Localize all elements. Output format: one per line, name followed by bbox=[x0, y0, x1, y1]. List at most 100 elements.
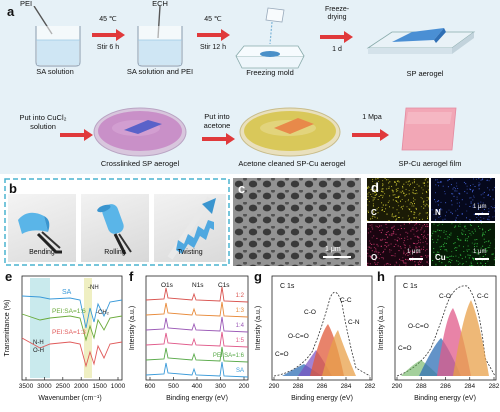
eds-dot bbox=[417, 261, 419, 263]
eds-dot bbox=[485, 248, 487, 250]
eds-dot bbox=[415, 208, 417, 210]
eds-dot bbox=[370, 255, 371, 257]
eds-dot bbox=[370, 189, 372, 190]
ftir-series-sa bbox=[21, 295, 123, 329]
eds-dot bbox=[417, 251, 419, 253]
eds-scale-o: 1 μm bbox=[407, 249, 421, 255]
eds-dot bbox=[426, 256, 428, 258]
eds-dot bbox=[381, 191, 383, 192]
eds-dot bbox=[435, 201, 437, 203]
eds-dot bbox=[372, 197, 374, 199]
eds-dot bbox=[421, 198, 423, 200]
eds-dot bbox=[395, 261, 397, 263]
eds-dot bbox=[455, 225, 457, 227]
eds-dot bbox=[455, 247, 457, 249]
eds-dot bbox=[426, 225, 428, 227]
eds-dot bbox=[382, 204, 384, 206]
eds-map-cu: Cu 1 μm bbox=[431, 223, 495, 266]
c1s-g-envelope bbox=[273, 291, 371, 377]
eds-dot bbox=[428, 197, 429, 199]
eds-dot bbox=[443, 246, 445, 248]
eds-dot bbox=[439, 230, 440, 231]
eds-map-o: O 1 μm bbox=[367, 223, 429, 266]
eds-dot bbox=[479, 256, 481, 258]
eds-dot bbox=[370, 218, 372, 220]
eds-dot bbox=[426, 243, 428, 245]
eds-dot bbox=[458, 263, 459, 265]
eds-dot bbox=[476, 249, 478, 251]
label-crosslinked: Crosslinked SP aerogel bbox=[100, 159, 180, 168]
ftir-tick-label: 1500 bbox=[92, 383, 107, 390]
eds-dot bbox=[380, 194, 382, 196]
eds-dot bbox=[394, 181, 396, 183]
eds-dot bbox=[380, 253, 381, 255]
eds-dot bbox=[423, 207, 425, 209]
ftir-highlight-band bbox=[30, 278, 50, 378]
eds-dot bbox=[372, 200, 374, 202]
eds-dot bbox=[403, 244, 405, 245]
eds-dot bbox=[464, 226, 465, 228]
xps-series-label: 1:2 bbox=[236, 293, 245, 299]
eds-dot bbox=[385, 223, 387, 225]
eds-dot bbox=[403, 192, 404, 194]
eds-dot bbox=[413, 217, 415, 218]
eds-dot bbox=[417, 236, 419, 238]
eds-dot bbox=[413, 182, 415, 184]
c1s-h-tick-label: 282 bbox=[489, 383, 500, 390]
eds-dot bbox=[392, 191, 394, 193]
eds-dot bbox=[452, 188, 454, 190]
label-acetone-cleaned: Acetone cleaned SP-Cu aerogel bbox=[238, 159, 346, 168]
dish-crosslinked bbox=[93, 107, 187, 157]
eds-dot bbox=[437, 209, 439, 211]
eds-dot bbox=[412, 182, 414, 184]
eds-dot bbox=[407, 250, 409, 252]
eds-dot bbox=[414, 193, 416, 195]
eds-dot bbox=[413, 242, 415, 244]
eds-dot bbox=[438, 211, 440, 213]
eds-dot bbox=[420, 242, 421, 244]
eds-dot bbox=[481, 260, 483, 261]
eds-dot bbox=[477, 208, 479, 210]
step3-time: 1 d bbox=[332, 46, 342, 53]
eds-dot bbox=[392, 255, 394, 257]
c1s-h-label-cc: C-C bbox=[477, 293, 489, 300]
panel-letter-f: f bbox=[129, 269, 134, 284]
eds-dot bbox=[472, 190, 473, 192]
eds-dot bbox=[459, 205, 460, 207]
c1s-h-tick-label: 288 bbox=[416, 383, 427, 390]
label-film: SP-Cu aerogel film bbox=[398, 159, 462, 168]
eds-dot bbox=[476, 253, 478, 255]
c1s-g-label-co: C-O bbox=[304, 309, 316, 316]
eds-dot bbox=[474, 242, 476, 244]
eds-dot bbox=[453, 195, 455, 197]
eds-dot bbox=[461, 213, 463, 215]
eds-dot bbox=[487, 260, 489, 262]
eds-dot bbox=[437, 239, 439, 241]
eds-dot bbox=[391, 189, 393, 191]
eds-dot bbox=[438, 185, 439, 187]
eds-dot bbox=[444, 249, 446, 251]
eds-dot bbox=[416, 192, 418, 194]
eds-dot bbox=[456, 198, 458, 200]
eds-dot bbox=[421, 227, 423, 229]
ftir-xlabel: Wavenumber (cm⁻¹) bbox=[38, 395, 101, 402]
eds-dot bbox=[456, 237, 458, 239]
eds-dot bbox=[391, 215, 393, 217]
eds-dot bbox=[459, 223, 461, 225]
eds-dot bbox=[470, 185, 471, 187]
eds-dot bbox=[386, 263, 388, 265]
xps-series-label: PEI:SA=1:6 bbox=[213, 353, 245, 359]
eds-dot bbox=[475, 178, 477, 180]
eds-dot bbox=[397, 202, 399, 204]
eds-dot bbox=[424, 224, 425, 226]
eds-dot bbox=[419, 260, 421, 262]
eds-dot bbox=[421, 234, 423, 235]
c1s-g-label-cc: C-C bbox=[340, 297, 352, 304]
eds-dot bbox=[404, 195, 406, 197]
eds-dot bbox=[399, 264, 400, 266]
eds-dot bbox=[427, 216, 428, 218]
eds-dot bbox=[484, 259, 485, 261]
c1s-g-label-c-double-o: C=O bbox=[275, 351, 289, 358]
eds-dot bbox=[377, 189, 379, 191]
eds-dot bbox=[483, 209, 485, 210]
